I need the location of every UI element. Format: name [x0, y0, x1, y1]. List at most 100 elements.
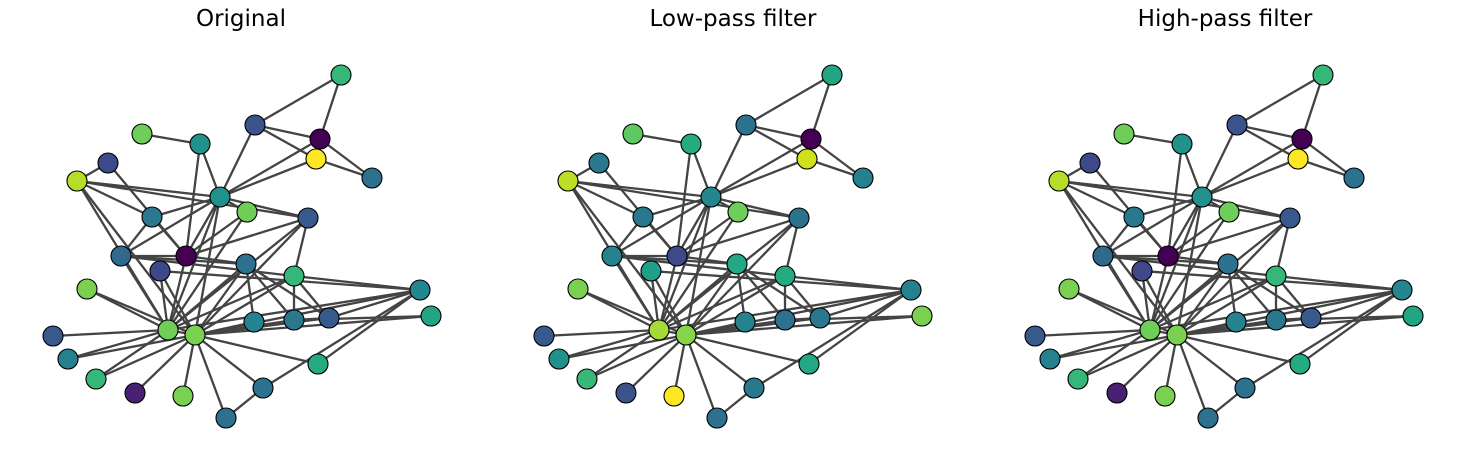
graph-edge — [710, 138, 812, 198]
graph-node — [1157, 245, 1179, 267]
graph-edge — [120, 196, 221, 257]
graph-edge — [1236, 123, 1303, 141]
graph-edge — [1275, 274, 1403, 292]
panel-title-low-pass: Low-pass filter — [649, 6, 817, 32]
graph-node — [409, 279, 431, 301]
graph-edge — [649, 270, 688, 336]
graph-edge — [1176, 334, 1246, 389]
graph-node — [798, 353, 820, 375]
graph-node — [1106, 382, 1128, 404]
graph-edge — [120, 254, 295, 278]
graph-edge — [120, 255, 169, 331]
graph-edge — [1077, 329, 1151, 380]
graph-edge — [753, 289, 912, 389]
graph-edge — [784, 314, 923, 322]
graph-edge — [317, 289, 421, 365]
graph-edge — [1275, 314, 1414, 322]
graph-node — [533, 325, 555, 347]
graph-edge — [810, 138, 864, 179]
graph-edge — [1227, 263, 1312, 319]
graph-node — [66, 170, 88, 192]
graph-edge — [185, 211, 248, 257]
graph-edge — [1175, 334, 1210, 419]
graph-edge — [710, 157, 808, 199]
panel-title-high-pass: High-pass filter — [1137, 6, 1313, 32]
graph-node — [1217, 253, 1239, 275]
graph-edge — [262, 289, 421, 389]
graph-node — [318, 307, 340, 329]
graph-node — [632, 206, 654, 228]
graph-edge — [1236, 74, 1324, 126]
graph-edge — [1167, 216, 1291, 258]
graph-edge — [1058, 179, 1135, 219]
graph-node — [735, 114, 757, 136]
graph-node — [184, 324, 206, 346]
graph-edge — [1167, 211, 1230, 257]
graph-node — [743, 377, 765, 399]
graph-node — [172, 385, 194, 407]
graph-edge — [1201, 138, 1303, 198]
graph-edge — [52, 328, 169, 338]
graph-edge — [328, 288, 421, 320]
graph-node — [1287, 148, 1309, 170]
graph-node — [548, 348, 570, 370]
graph-edge — [685, 314, 923, 337]
graph-node — [1312, 64, 1334, 86]
graph-node — [1197, 407, 1219, 429]
graph-edge — [684, 334, 719, 419]
graph-node — [900, 279, 922, 301]
graph-edge — [1301, 138, 1355, 179]
graph-edge — [1176, 314, 1414, 337]
graph-edge — [1102, 196, 1203, 257]
graph-edge — [1167, 196, 1203, 257]
graph-node — [800, 128, 822, 150]
graph-node — [809, 307, 831, 329]
graph-node — [706, 407, 728, 429]
graph-node — [305, 148, 327, 170]
graph-edge — [1148, 255, 1170, 331]
graph-edge — [1102, 254, 1277, 278]
graph-node — [1131, 260, 1153, 282]
graph-node — [420, 305, 442, 327]
graph-node — [1234, 377, 1256, 399]
graph-node — [700, 186, 722, 208]
graph-edge — [1236, 123, 1299, 161]
graph-node — [157, 319, 179, 341]
graph-node — [1391, 279, 1413, 301]
graph-edge — [185, 216, 309, 258]
graph-edge — [685, 334, 755, 389]
graph-edge — [218, 124, 257, 198]
graph-node — [1218, 201, 1240, 223]
graph-node — [1067, 368, 1089, 390]
graph-node — [1343, 167, 1365, 189]
graph-edge — [745, 123, 812, 141]
graph-node — [622, 123, 644, 145]
graph-edge — [1034, 328, 1151, 338]
graph-edge — [611, 255, 660, 331]
graph-edge — [1310, 288, 1403, 320]
graph-node — [283, 265, 305, 287]
graph-edge — [95, 333, 196, 381]
graph-node — [774, 309, 796, 331]
graph-edge — [676, 216, 800, 258]
graph-edge — [194, 217, 309, 336]
graph-node — [675, 324, 697, 346]
graph-edge — [1299, 289, 1403, 365]
graph-edge — [558, 333, 687, 361]
graph-node — [189, 133, 211, 155]
graph-node — [307, 353, 329, 375]
graph-edge — [245, 263, 330, 319]
graph-node — [567, 278, 589, 300]
graph-node — [680, 133, 702, 155]
graph-edge — [95, 329, 169, 380]
graph-edge — [586, 329, 660, 380]
graph-node — [1113, 123, 1135, 145]
graph-edge — [194, 314, 432, 337]
graph-edge — [1102, 255, 1151, 331]
graph-edge — [194, 334, 264, 389]
graph-edge — [193, 334, 228, 419]
graph-node — [588, 152, 610, 174]
graph-edge — [642, 195, 712, 219]
graph-node — [283, 309, 305, 331]
